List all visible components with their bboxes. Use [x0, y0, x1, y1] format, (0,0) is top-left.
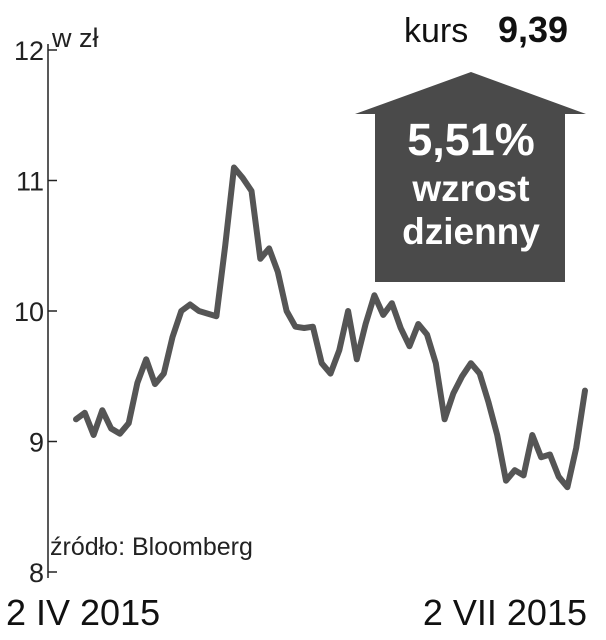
source-label: źródło: Bloomberg: [50, 533, 253, 561]
y-tick-label: 8: [29, 558, 44, 588]
y-tick-label: 9: [29, 428, 44, 458]
x-start-label: 2 IV 2015: [6, 592, 160, 633]
y-tick-label: 11: [16, 167, 44, 197]
badge-line-1: wzrost: [411, 168, 529, 209]
price-line: [73, 164, 588, 491]
kurs-label: kurs: [404, 12, 468, 50]
badge-percent: 5,51%: [407, 114, 535, 165]
x-end-label: 2 VII 2015: [423, 592, 587, 633]
y-tick-label: 12: [14, 36, 44, 66]
up-arrow-icon: [355, 72, 586, 282]
y-axis: 12 11 10 9 8: [14, 36, 57, 588]
kurs-value: 9,39: [498, 9, 568, 50]
daily-change-badge: 5,51% wzrost dzienny: [355, 72, 586, 282]
y-tick-label: 10: [14, 297, 44, 327]
unit-label: w zł: [51, 23, 99, 53]
badge-line-2: dzienny: [402, 211, 540, 252]
